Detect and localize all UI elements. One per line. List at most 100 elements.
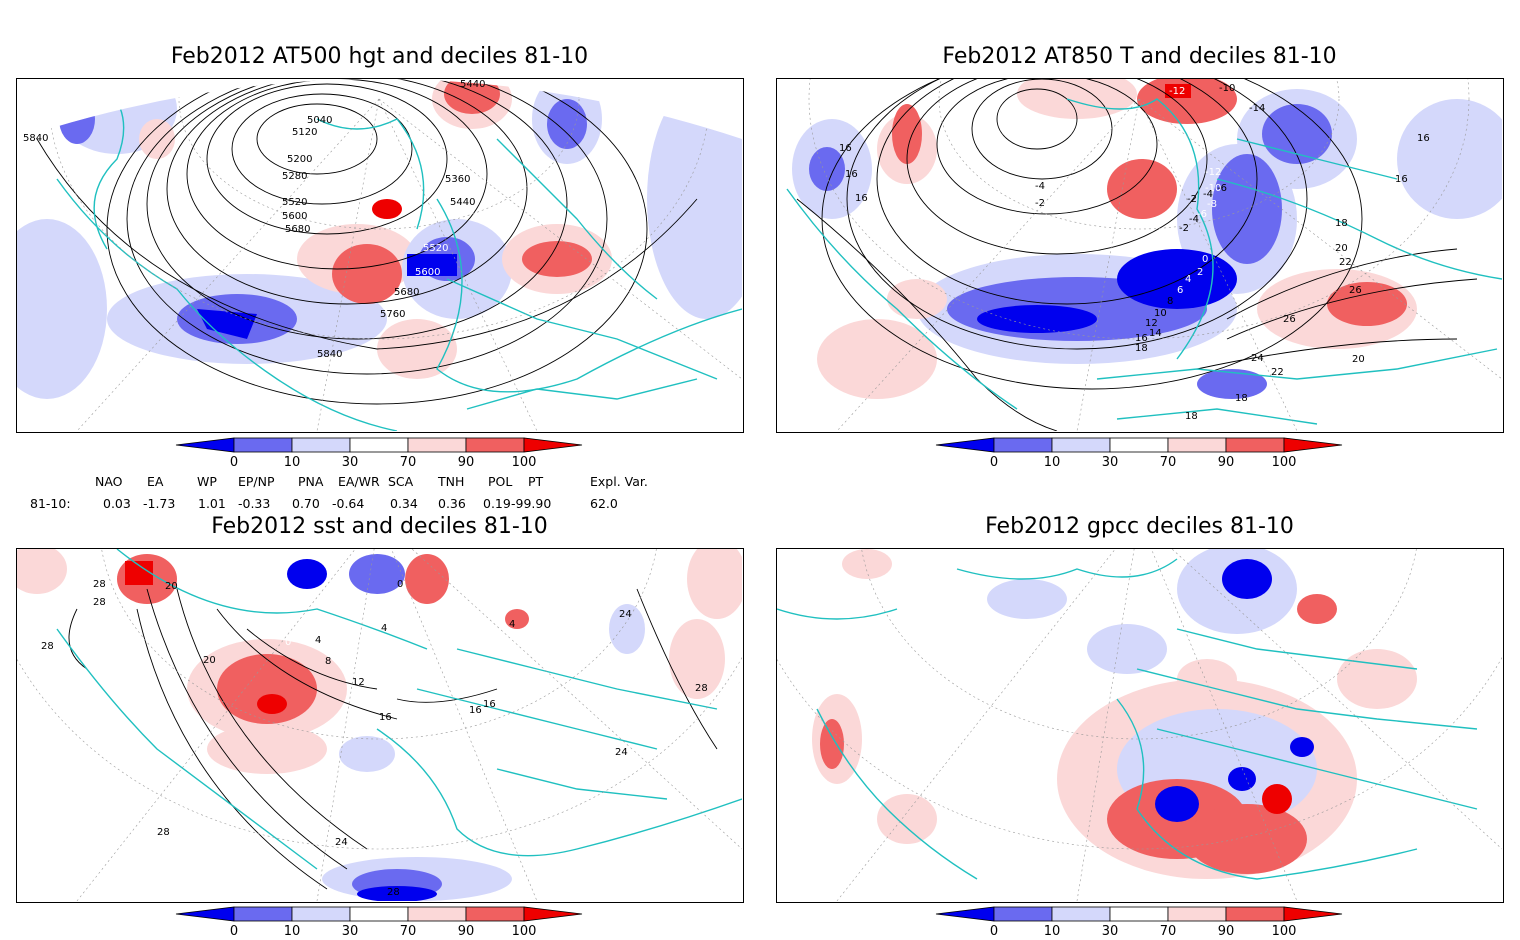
- panel-title-sst: Feb2012 sst and deciles 81-10: [211, 514, 548, 539]
- colorbar-tick-label: 10: [1044, 455, 1061, 470]
- contour-label: 16: [469, 705, 482, 716]
- map-t850-svg: -12 -10 -14 -12 -10 -8 -6 -4 -2 -4 -2 0 …: [777, 79, 1502, 431]
- index-value: -0.33: [238, 496, 271, 511]
- contour-label: 5680: [394, 287, 419, 298]
- contour-label: -10: [1205, 183, 1221, 194]
- contour-label: 22: [1271, 367, 1284, 378]
- colorbar-segment: [1109, 906, 1169, 922]
- colorbar-t850: 0 10 30 70 90 100: [935, 437, 1343, 470]
- contour-label: 18: [1335, 218, 1348, 229]
- colorbar-tick-label: 30: [1102, 924, 1119, 939]
- contour-label: 0: [285, 637, 291, 648]
- contour-label: 16: [845, 169, 858, 180]
- index-value: -0.64: [332, 496, 365, 511]
- index-header: EA: [147, 474, 164, 489]
- contour-label: 5680: [285, 224, 310, 235]
- contour-label: 4: [315, 635, 321, 646]
- index-header: EA/WR: [338, 474, 380, 489]
- index-header: PNA: [298, 474, 324, 489]
- index-row-label: 81-10:: [30, 496, 71, 511]
- colorbar-segment: [1167, 906, 1227, 922]
- contour-label: 5520: [423, 243, 448, 254]
- contour-label: 16: [1135, 333, 1148, 344]
- colorbar-segment: [175, 906, 235, 922]
- index-value: 0.34: [390, 496, 418, 511]
- colorbar-segment: [1225, 906, 1285, 922]
- index-header: PT: [528, 474, 544, 489]
- colorbar-segment: [523, 906, 583, 922]
- colorbar-segment: [233, 437, 293, 453]
- colorbar-tick-label: 70: [400, 455, 417, 470]
- colorbar-segment: [349, 437, 409, 453]
- map-panel-hgt500: 5840 5040 5120 5200 5280 5360 5440 5520 …: [16, 78, 744, 433]
- map-gpcc-svg: [777, 549, 1502, 901]
- contour-label: 16: [855, 193, 868, 204]
- contour-label: 0: [1202, 254, 1208, 265]
- contour-label: -2: [1035, 198, 1045, 209]
- contour-label: 28: [695, 683, 708, 694]
- colorbar-segment: [465, 906, 525, 922]
- teleconnection-indices: NAO EA WP EP/NP PNA EA/WR SCA TNH POL PT…: [0, 474, 760, 514]
- colorbar-segment: [291, 906, 351, 922]
- contour-label: 20: [1352, 354, 1365, 365]
- colorbar-gpcc: 0 10 30 70 90 100: [935, 906, 1343, 939]
- colorbar-tick-label: 70: [1160, 455, 1177, 470]
- colorbar-tick-label: 100: [512, 924, 537, 939]
- contour-label: 22: [1339, 257, 1352, 268]
- map-panel-gpcc: [776, 548, 1504, 903]
- colorbar-tick-label: 0: [990, 455, 998, 470]
- map-sst-svg: 28 28 20 28 20 0 4 8 12 16 16 16 24 28 2…: [17, 549, 742, 901]
- colorbar-tick-label: 70: [1160, 924, 1177, 939]
- contour-label: 24: [615, 747, 628, 758]
- contour-label: 24: [619, 609, 632, 620]
- colorbar-segment: [935, 906, 995, 922]
- colorbar-tick-label: 100: [512, 455, 537, 470]
- index-header: NAO: [95, 474, 123, 489]
- colorbar-tick-label: 10: [1044, 924, 1061, 939]
- panel-title-gpcc: Feb2012 gpcc deciles 81-10: [985, 514, 1294, 539]
- contour-label: 20: [1335, 243, 1348, 254]
- colorbar-segment: [1051, 906, 1111, 922]
- index-header: Expl. Var.: [590, 474, 648, 489]
- colorbar-segment: [1283, 437, 1343, 453]
- colorbar-tick-label: 90: [1218, 455, 1235, 470]
- contour-label: 20: [203, 655, 216, 666]
- contour-label: 5600: [282, 211, 307, 222]
- contour-label: 10: [1154, 308, 1167, 319]
- colorbar-segment: [1109, 437, 1169, 453]
- colorbar-sst: 0 10 30 70 90 100: [175, 906, 583, 939]
- contour-label: -2: [1187, 194, 1197, 205]
- contour-label: 2: [1197, 267, 1203, 278]
- contour-label: 28: [93, 597, 106, 608]
- colorbar-segment: [993, 906, 1053, 922]
- colorbar-segment: [1051, 437, 1111, 453]
- contour-label: 28: [387, 887, 400, 898]
- contour-label: 16: [1395, 174, 1408, 185]
- map-panel-t850: -12 -10 -14 -12 -10 -8 -6 -4 -2 -4 -2 0 …: [776, 78, 1504, 433]
- colorbar-segment: [1225, 437, 1285, 453]
- contour-label: 4: [1185, 274, 1191, 285]
- panel-title-t850: Feb2012 AT850 T and deciles 81-10: [942, 44, 1337, 69]
- colorbar-tick-label: 0: [990, 924, 998, 939]
- contour-label: 5760: [380, 309, 405, 320]
- colorbar-tick-label: 70: [400, 924, 417, 939]
- colorbar-segment: [993, 437, 1053, 453]
- contour-label: 24: [335, 837, 348, 848]
- contour-label: -4: [1035, 181, 1045, 192]
- contour-label: 4: [509, 619, 515, 630]
- colorbar-segment: [407, 437, 467, 453]
- contour-label: 5040: [307, 115, 332, 126]
- colorbar-segment: [523, 437, 583, 453]
- colorbar-segment: [233, 906, 293, 922]
- contour-label: -4: [1203, 189, 1213, 200]
- contour-label: 5280: [282, 171, 307, 182]
- contour-label: 12: [1145, 318, 1158, 329]
- contour-label: 16: [1417, 133, 1430, 144]
- contour-label: -4: [1189, 214, 1199, 225]
- colorbar-tick-label: 100: [1272, 924, 1297, 939]
- index-value: -99.90: [511, 496, 552, 511]
- contour-label: -6: [1217, 183, 1227, 194]
- index-value: 0.36: [438, 496, 466, 511]
- colorbar-tick-label: 10: [284, 455, 301, 470]
- contour-label: 5520: [282, 197, 307, 208]
